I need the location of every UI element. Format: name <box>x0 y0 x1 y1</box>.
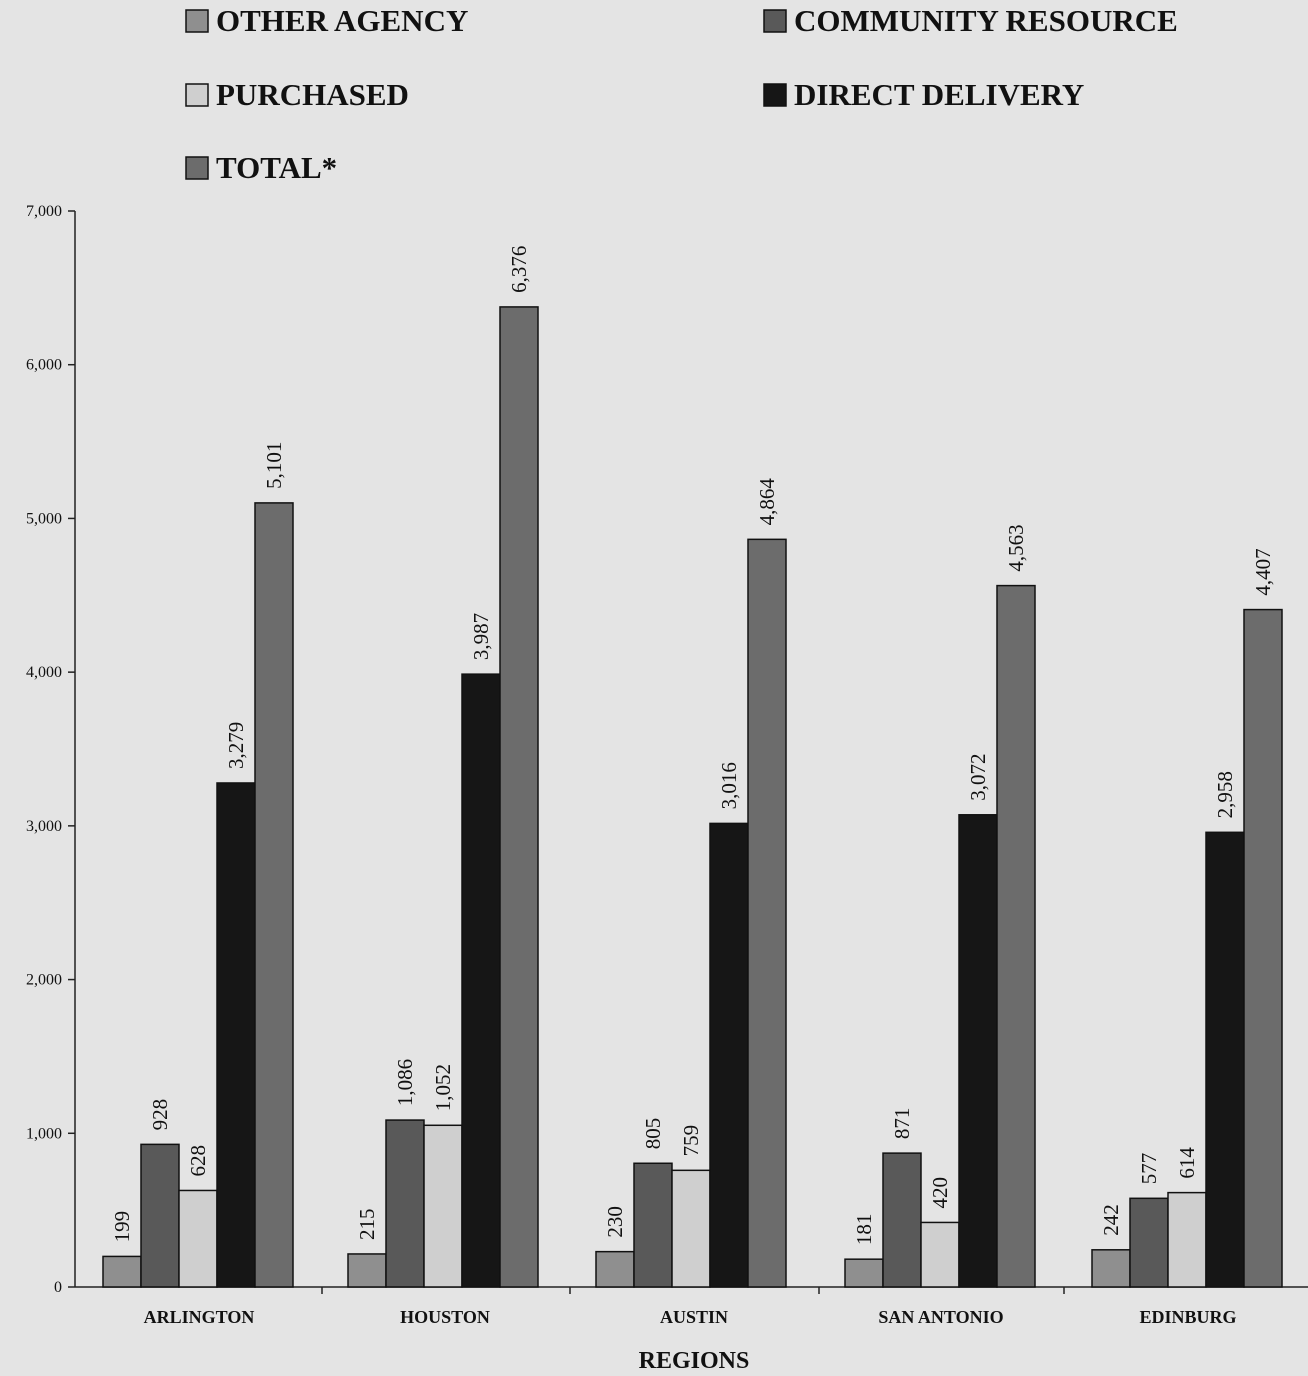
y-tick-label: 3,000 <box>26 818 62 835</box>
legend-swatch-other-agency <box>185 9 209 33</box>
bar-arlington-purchased <box>178 1189 218 1288</box>
legend-swatch-total <box>185 156 209 180</box>
y-tick-label: 5,000 <box>26 510 62 527</box>
bar-edinburg-community-resource <box>1129 1197 1169 1288</box>
legend-label-purchased: PURCHASED <box>216 77 409 112</box>
bar-austin-direct-delivery <box>709 822 749 1288</box>
value-label-arlington-direct-delivery: 3,279 <box>224 722 248 769</box>
bar-san-antonio-community-resource <box>882 1152 922 1288</box>
bar-edinburg-purchased <box>1167 1191 1207 1288</box>
y-tick-label: 6,000 <box>26 357 62 374</box>
legend-label-direct-delivery: DIRECT DELIVERY <box>794 77 1084 112</box>
value-label-edinburg-total: 4,407 <box>1251 548 1275 595</box>
legend-swatch-purchased <box>185 83 209 107</box>
bar-houston-purchased <box>423 1124 463 1288</box>
value-label-austin-purchased: 759 <box>679 1125 703 1157</box>
legend-swatch-community-resource <box>763 9 787 33</box>
value-label-san-antonio-direct-delivery: 3,072 <box>966 754 990 801</box>
value-label-edinburg-direct-delivery: 2,958 <box>1213 771 1237 818</box>
bar-houston-total <box>499 306 539 1288</box>
x-axis-title: REGIONS <box>639 1348 750 1374</box>
bar-arlington-other-agency <box>102 1255 142 1288</box>
category-label-arlington: ARLINGTON <box>144 1307 255 1327</box>
value-label-houston-other-agency: 215 <box>355 1208 379 1240</box>
bars <box>102 306 1283 1288</box>
bar-austin-total <box>747 538 787 1288</box>
value-label-san-antonio-community-resource: 871 <box>890 1108 914 1140</box>
bar-austin-community-resource <box>633 1162 673 1288</box>
value-label-houston-purchased: 1,052 <box>431 1064 455 1111</box>
legend-label-total: TOTAL* <box>216 150 337 185</box>
value-label-austin-total: 4,864 <box>755 478 779 526</box>
bar-edinburg-total <box>1243 608 1283 1288</box>
category-label-houston: HOUSTON <box>400 1307 490 1327</box>
value-label-edinburg-community-resource: 577 <box>1137 1153 1161 1185</box>
bar-arlington-direct-delivery <box>216 782 256 1288</box>
category-label-austin: AUSTIN <box>660 1307 728 1327</box>
bar-austin-other-agency <box>595 1250 635 1288</box>
bar-houston-other-agency <box>347 1253 387 1288</box>
axes: 0 1,000 2,000 3,000 4,000 5,000 6,000 7,000 ARLI… <box>26 203 1308 1327</box>
bar-houston-community-resource <box>385 1119 425 1288</box>
category-label-san-antonio: SAN ANTONIO <box>878 1307 1003 1327</box>
y-tick-label: 7,000 <box>26 203 62 220</box>
category-label-edinburg: EDINBURG <box>1139 1307 1236 1327</box>
bar-arlington-total <box>254 502 294 1288</box>
value-label-austin-community-resource: 805 <box>641 1118 665 1150</box>
legend-label-other-agency: OTHER AGENCY <box>216 3 468 38</box>
bar-san-antonio-total <box>996 584 1036 1288</box>
y-tick-label: 0 <box>54 1279 62 1296</box>
bar-san-antonio-purchased <box>920 1221 960 1288</box>
value-label-houston-direct-delivery: 3,987 <box>469 613 493 660</box>
value-label-arlington-community-resource: 928 <box>148 1099 172 1131</box>
value-label-san-antonio-other-agency: 181 <box>852 1214 876 1246</box>
y-tick-label: 2,000 <box>26 972 62 989</box>
value-label-san-antonio-purchased: 420 <box>928 1177 952 1209</box>
value-label-houston-total: 6,376 <box>507 246 531 293</box>
bar-austin-purchased <box>671 1169 711 1288</box>
bar-edinburg-direct-delivery <box>1205 831 1245 1288</box>
value-label-edinburg-purchased: 614 <box>1175 1147 1199 1179</box>
value-label-arlington-purchased: 628 <box>186 1145 210 1177</box>
bar-houston-direct-delivery <box>461 673 501 1288</box>
value-label-arlington-total: 5,101 <box>262 442 286 489</box>
value-label-houston-community-resource: 1,086 <box>393 1059 417 1106</box>
bar-san-antonio-other-agency <box>844 1258 884 1288</box>
legend: OTHER AGENCY COMMUNITY RESOURCE PURCHASED D… <box>185 3 1178 185</box>
value-label-austin-other-agency: 230 <box>603 1206 627 1238</box>
bar-arlington-community-resource <box>140 1143 180 1288</box>
bar-edinburg-other-agency <box>1091 1249 1131 1288</box>
value-labels: 199 928 628 3,279 5,101 215 1,086 1,052 3,987 6,3… <box>110 246 1275 1246</box>
legend-swatch-direct-delivery <box>763 83 787 107</box>
value-label-austin-direct-delivery: 3,016 <box>717 762 741 809</box>
y-tick-label: 4,000 <box>26 664 62 681</box>
value-label-san-antonio-total: 4,563 <box>1004 524 1028 571</box>
value-label-arlington-other-agency: 199 <box>110 1211 134 1243</box>
value-label-edinburg-other-agency: 242 <box>1099 1204 1123 1236</box>
y-tick-label: 1,000 <box>26 1125 62 1142</box>
bar-san-antonio-direct-delivery <box>958 814 998 1288</box>
legend-label-community-resource: COMMUNITY RESOURCE <box>794 3 1178 38</box>
